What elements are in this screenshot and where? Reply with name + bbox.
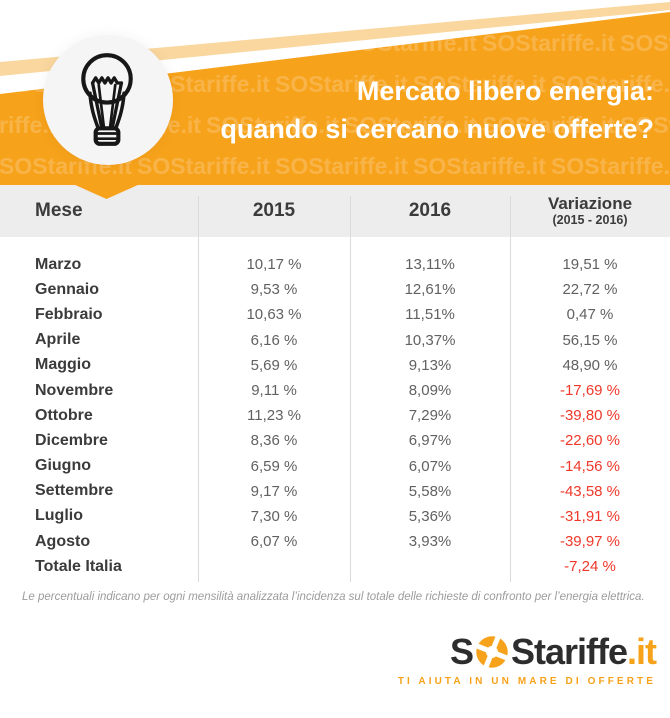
cell-cvar: -14,56 % (559, 457, 621, 475)
cell-c2016: 10,37% (404, 331, 456, 349)
cell-c2015: 9,11 % (251, 382, 297, 400)
logo-letter-s2: S (510, 631, 535, 672)
cell-cvar: -39,80 % (559, 407, 621, 425)
cell-c2015: 7,30 % (250, 507, 298, 525)
cell-c2016: 12,61% (404, 281, 456, 299)
logo-tagline: TI AIUTA IN UN MARE DI OFFERTE (397, 676, 656, 687)
cell-mese: Maggio (35, 356, 91, 374)
watermark-text: SOStariffe.it (275, 153, 408, 179)
col-header-2016: 2016 (408, 200, 452, 221)
cell-c2016: 6,07% (408, 457, 452, 475)
watermark-text: SOStariffe.it (413, 153, 546, 179)
title-line2: quando si cercano nuove offerte? (220, 114, 654, 144)
cell-cvar: 0,47 % (566, 306, 614, 324)
cell-mese: Giugno (35, 457, 91, 475)
cell-mese: Ottobre (35, 406, 93, 424)
cell-mese: Marzo (35, 255, 82, 273)
cell-cvar: 22,72 % (562, 281, 618, 299)
header-banner: SOStariffe.itSOStariffe.itSOStariffe.itS… (0, 0, 670, 199)
column-divider (510, 196, 511, 582)
table-body: Marzo 10,17 % 13,11% 19,51 % Gennaio 9,53 % 12… (0, 252, 670, 579)
cell-c2016: 7,29% (408, 407, 452, 425)
cell-c2016: 8,09% (408, 382, 452, 400)
logo-letter-s1: S (449, 631, 474, 672)
cell-mese: Febbraio (35, 305, 103, 323)
table-row: Marzo 10,17 % 13,11% 19,51 % (0, 252, 670, 277)
cell-c2015: 6,07 % (250, 533, 298, 551)
table-row: Totale Italia -7,24 % (0, 554, 670, 579)
cell-c2015: 10,63 % (246, 306, 302, 324)
table-row: Gennaio 9,53 % 12,61% 22,72 % (0, 277, 670, 302)
cell-c2015: 6,59 % (250, 457, 298, 475)
cell-cvar: 19,51 % (562, 256, 618, 274)
cell-c2016: 9,13% (408, 356, 452, 374)
cell-mese: Novembre (35, 381, 114, 399)
cell-c2015: 9,17 % (250, 482, 298, 500)
cell-c2016: 13,11% (405, 256, 455, 274)
cell-mese: Agosto (35, 532, 91, 550)
watermark-text: SOStariffe.it (551, 153, 670, 179)
table-row: Dicembre 8,36 % 6,97% -22,60 % (0, 428, 670, 453)
table-row: Febbraio 10,63 % 11,51% 0,47 % (0, 302, 670, 327)
cell-c2016: 11,51% (405, 306, 455, 324)
cell-cvar: -43,58 % (559, 482, 621, 500)
cell-cvar: -31,91 % (559, 507, 621, 525)
cell-mese: Settembre (35, 482, 114, 500)
table-row: Maggio 5,69 % 9,13% 48,90 % (0, 353, 670, 378)
cell-c2016: 5,58% (408, 482, 452, 500)
title-line1: Mercato libero energia: (356, 76, 654, 106)
watermark-text: SOStariffe.it (137, 153, 270, 179)
page-title: Mercato libero energia: quando si cercan… (220, 72, 654, 148)
col-header-variazione: Variazione (2015 - 2016) (510, 185, 670, 237)
col-header-mese: Mese (35, 200, 83, 221)
lightbulb-icon (81, 53, 133, 146)
cell-mese: Totale Italia (35, 557, 122, 575)
table-row: Giugno 6,59 % 6,07% -14,56 % (0, 454, 670, 479)
cell-cvar: -17,69 % (559, 382, 621, 400)
footnote: Le percentuali indicano per ogni mensili… (22, 591, 645, 603)
lightbulb-badge (43, 35, 173, 165)
logo-suffix-it: .it (627, 631, 657, 672)
cell-cvar: -39,97 % (559, 533, 621, 551)
col-header-variazione-label: Variazione (547, 194, 633, 213)
logo-word-tariffe: tariffe (533, 631, 628, 672)
cell-mese: Dicembre (35, 431, 108, 449)
col-header-variazione-sub: (2015 - 2016) (552, 213, 628, 227)
cell-c2016: 6,97% (408, 432, 452, 450)
watermark-text: SOStariffe.it (0, 30, 63, 56)
table-row: Settembre 9,17 % 5,58% -43,58 % (0, 479, 670, 504)
cell-c2015: 6,16 % (250, 331, 298, 349)
column-divider (198, 196, 199, 582)
cell-mese: Aprile (35, 331, 81, 349)
watermark-text: SOStariffe.it (620, 30, 670, 56)
lifebuoy-icon (475, 635, 509, 669)
cell-cvar: -22,60 % (559, 432, 621, 450)
cell-cvar: -7,24 % (564, 558, 616, 576)
cell-c2015: 5,69 % (250, 356, 298, 374)
table-row: Ottobre 11,23 % 7,29% -39,80 % (0, 403, 670, 428)
cell-cvar: 56,15 % (562, 331, 618, 349)
table-row: Aprile 6,16 % 10,37% 56,15 % (0, 328, 670, 353)
cell-c2015: 9,53 % (250, 281, 298, 299)
cell-c2015: 8,36 % (250, 432, 298, 450)
cell-c2016: 5,36% (408, 507, 452, 525)
cell-cvar: 48,90 % (562, 356, 618, 374)
cell-c2015: 11,23 % (247, 407, 301, 425)
cell-c2015: 10,17 % (246, 256, 302, 274)
watermark-text: SOStariffe.it (482, 30, 615, 56)
sostariffe-logo: S S tariffe .it TI AIUTA IN UN MARE DI O… (397, 631, 657, 687)
col-header-2015: 2015 (252, 200, 296, 221)
table-row: Agosto 6,07 % 3,93% -39,97 % (0, 529, 670, 554)
logo-wordmark: S S tariffe .it (398, 631, 657, 673)
cell-mese: Gennaio (35, 280, 100, 298)
column-divider (350, 196, 351, 582)
table-row: Novembre 9,11 % 8,09% -17,69 % (0, 378, 670, 403)
cell-c2016: 3,93% (408, 533, 452, 551)
table-row: Luglio 7,30 % 5,36% -31,91 % (0, 504, 670, 529)
cell-mese: Luglio (35, 507, 83, 525)
